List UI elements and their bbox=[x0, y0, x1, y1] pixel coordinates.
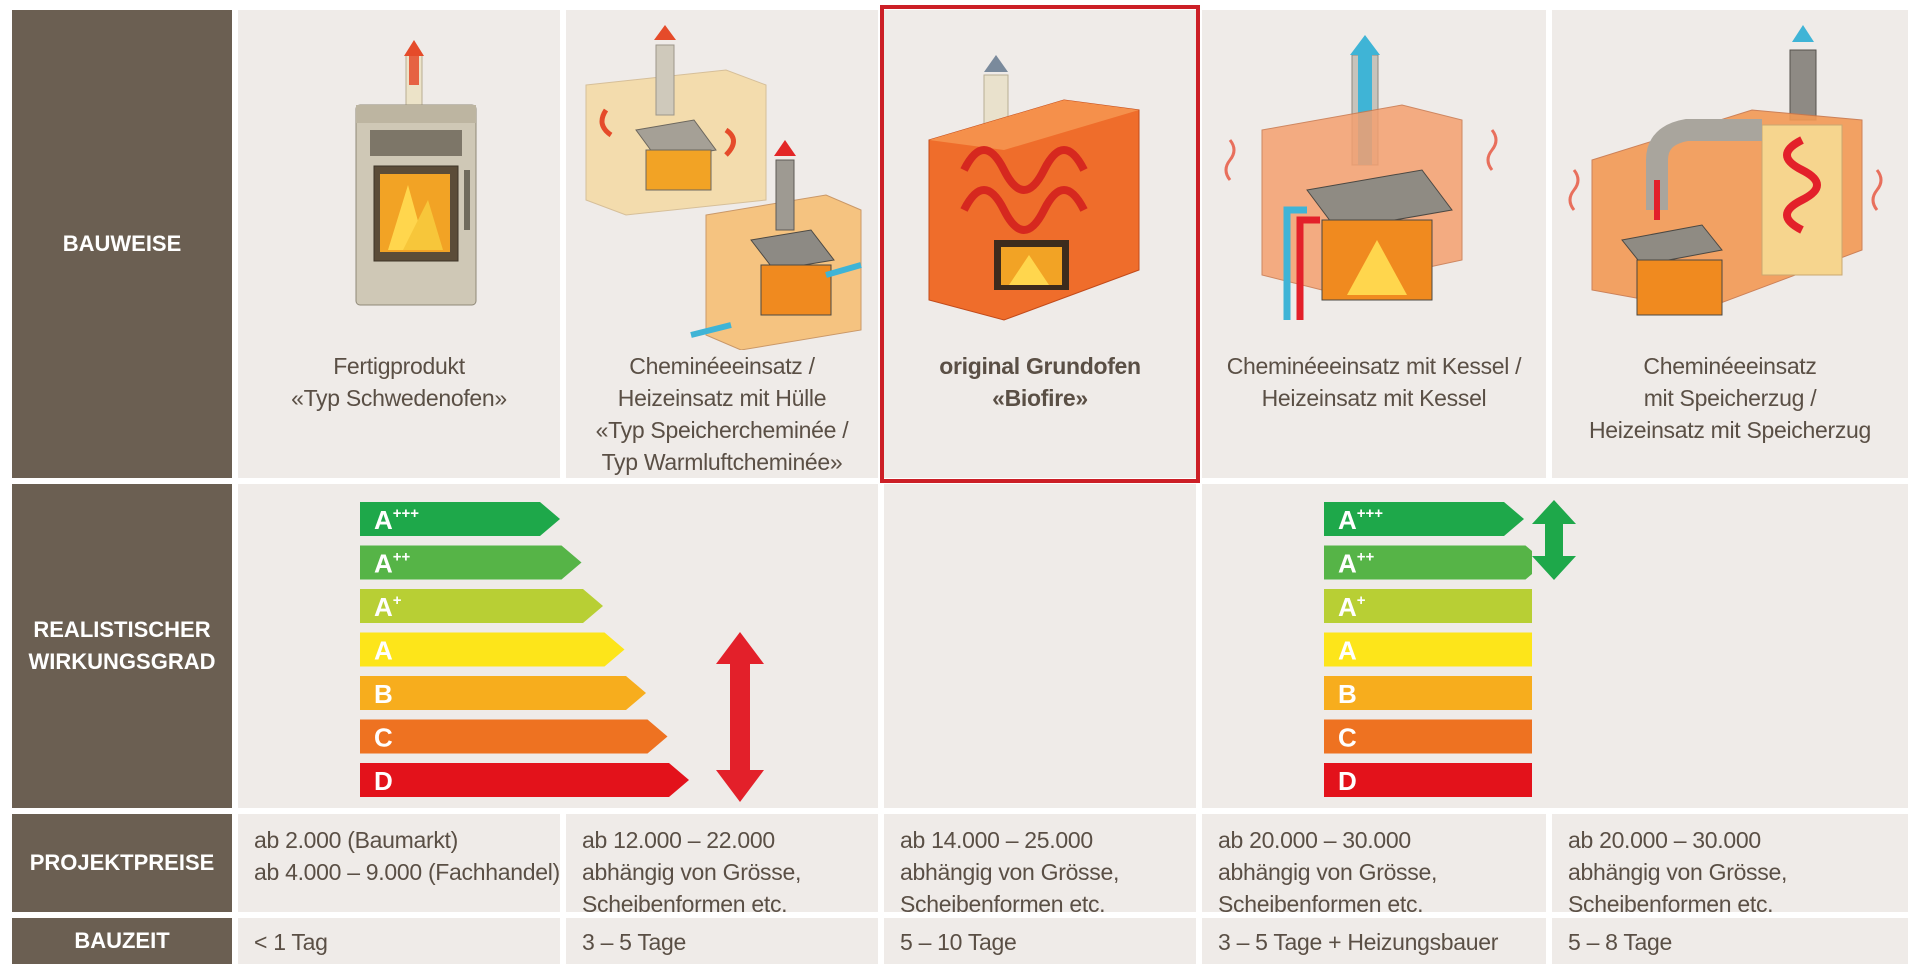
speicherzug-illustration bbox=[1568, 25, 1883, 316]
energy-left-arrow-1 bbox=[360, 545, 582, 580]
row-header-wirkungsgrad: REALISTISCHER WIRKUNGSGRAD bbox=[12, 484, 232, 808]
highlight-frame-biofire bbox=[880, 5, 1200, 483]
energy-left-label-4: B bbox=[374, 679, 393, 709]
time-cell-1: < 1 Tag bbox=[238, 918, 560, 964]
energy-right-arrow-6 bbox=[1324, 763, 1532, 797]
price-cell-4: ab 20.000 – 30.000 abhängig von Grösse, … bbox=[1202, 814, 1546, 917]
row-header-bauweise: BAUWEISE bbox=[12, 10, 232, 478]
caption-col-5: Cheminéeeinsatz mit Speicherzug / Heizei… bbox=[1588, 353, 1872, 443]
energy-left-arrow-5 bbox=[360, 719, 668, 754]
energy-right-arrow-4 bbox=[1324, 676, 1532, 710]
wirkungsgrad-cell-right: A+++ A++ A+ A B C D bbox=[1202, 484, 1908, 808]
speichercheminee-illustration bbox=[585, 25, 862, 350]
price-text-2: ab 12.000 – 22.000 abhängig von Grösse, … bbox=[582, 827, 802, 917]
range-arrow-red-shape bbox=[716, 632, 764, 802]
energy-right-label-6: D bbox=[1338, 766, 1357, 796]
caption-col-1: Fertigprodukt «Typ Schwedenofen» bbox=[291, 353, 507, 411]
energy-left-label-3: A bbox=[374, 636, 393, 666]
wirkungsgrad-cell-left: A+++ A++ A+ A B C D bbox=[238, 484, 878, 808]
energy-right-label-5: C bbox=[1338, 723, 1357, 753]
price-cell-2: ab 12.000 – 22.000 abhängig von Grösse, … bbox=[566, 814, 878, 917]
energy-left-label-6: D bbox=[374, 766, 393, 796]
caption-col-3: original Grundofen «Biofire» bbox=[939, 353, 1141, 411]
time-cell-3: 5 – 10 Tage bbox=[884, 918, 1196, 964]
row-label-bauzeit: BAUZEIT bbox=[74, 928, 170, 953]
kessel-illustration bbox=[1224, 35, 1498, 320]
time-text-3: 5 – 10 Tage bbox=[900, 929, 1017, 955]
energy-left-arrow-2 bbox=[360, 589, 603, 623]
caption-col-4: Cheminéeeinsatz mit Kessel / Heizeinsatz… bbox=[1226, 353, 1522, 411]
row-header-projektpreise: PROJEKTPREISE bbox=[12, 814, 232, 912]
energy-right-label-0: A+++ bbox=[1338, 505, 1383, 535]
caption-col-2: Cheminéeeinsatz / Heizeinsatz mit Hülle … bbox=[595, 353, 849, 475]
bauweise-cell-1: Fertigprodukt «Typ Schwedenofen» bbox=[238, 10, 560, 478]
bauweise-cell-3: original Grundofen «Biofire» bbox=[884, 10, 1196, 478]
bauweise-cell-2: Cheminéeeinsatz / Heizeinsatz mit Hülle … bbox=[566, 10, 878, 478]
bauweise-cell-5: Cheminéeeinsatz mit Speicherzug / Heizei… bbox=[1552, 10, 1908, 478]
energy-right-arrow-0 bbox=[1324, 502, 1524, 536]
energy-left-arrow-3 bbox=[360, 632, 625, 667]
price-cell-3: ab 14.000 – 25.000 abhängig von Grösse, … bbox=[884, 814, 1196, 917]
price-text-5: ab 20.000 – 30.000 abhängig von Grösse, … bbox=[1568, 827, 1788, 917]
time-cell-5: 5 – 8 Tage bbox=[1552, 918, 1908, 964]
energy-left-arrow-4 bbox=[360, 676, 646, 710]
row-label-projektpreise: PROJEKTPREISE bbox=[29, 850, 215, 875]
energy-left-label-5: C bbox=[374, 723, 393, 753]
energy-right-label-4: B bbox=[1338, 679, 1357, 709]
row-label-wirkungsgrad-line2: WIRKUNGSGRAD bbox=[28, 649, 216, 674]
grundofen-illustration bbox=[928, 55, 1140, 321]
energy-left-arrow-0 bbox=[360, 502, 560, 536]
row-header-bauzeit: BAUZEIT bbox=[12, 918, 232, 964]
time-text-5: 5 – 8 Tage bbox=[1568, 929, 1673, 955]
range-arrow-green bbox=[1532, 500, 1576, 580]
price-text-3: ab 14.000 – 25.000 abhängig von Grösse, … bbox=[900, 827, 1120, 917]
time-cell-2: 3 – 5 Tage bbox=[566, 918, 878, 964]
price-text-1: ab 2.000 (Baumarkt) ab 4.000 – 9.000 (Fa… bbox=[254, 827, 560, 885]
row-label-bauweise: BAUWEISE bbox=[62, 231, 182, 256]
price-text-4: ab 20.000 – 30.000 abhängig von Grösse, … bbox=[1218, 827, 1438, 917]
time-cell-4: 3 – 5 Tage + Heizungsbauer bbox=[1202, 918, 1546, 964]
price-cell-5: ab 20.000 – 30.000 abhängig von Grösse, … bbox=[1552, 814, 1908, 917]
energy-right-arrow-5 bbox=[1324, 719, 1532, 754]
row-label-wirkungsgrad-line1: REALISTISCHER bbox=[33, 617, 211, 642]
time-text-4: 3 – 5 Tage + Heizungsbauer bbox=[1218, 929, 1499, 955]
time-text-1: < 1 Tag bbox=[254, 929, 328, 955]
energy-right-label-3: A bbox=[1338, 636, 1357, 666]
energy-right-arrow-1 bbox=[1324, 545, 1532, 580]
price-cell-1: ab 2.000 (Baumarkt) ab 4.000 – 9.000 (Fa… bbox=[238, 814, 560, 912]
bauweise-cell-4: Cheminéeeinsatz mit Kessel / Heizeinsatz… bbox=[1202, 10, 1546, 478]
energy-left-label-1: A++ bbox=[374, 549, 411, 579]
range-arrow-red bbox=[716, 632, 764, 802]
energy-right-arrow-2 bbox=[1324, 589, 1532, 623]
energy-left-arrow-6 bbox=[360, 763, 689, 797]
range-arrow-green-shape bbox=[1532, 500, 1576, 580]
time-text-2: 3 – 5 Tage bbox=[582, 929, 687, 955]
wirkungsgrad-cell-middle bbox=[884, 484, 1196, 808]
schwedenofen-illustration bbox=[355, 40, 477, 306]
energy-right-arrow-3 bbox=[1324, 632, 1532, 667]
